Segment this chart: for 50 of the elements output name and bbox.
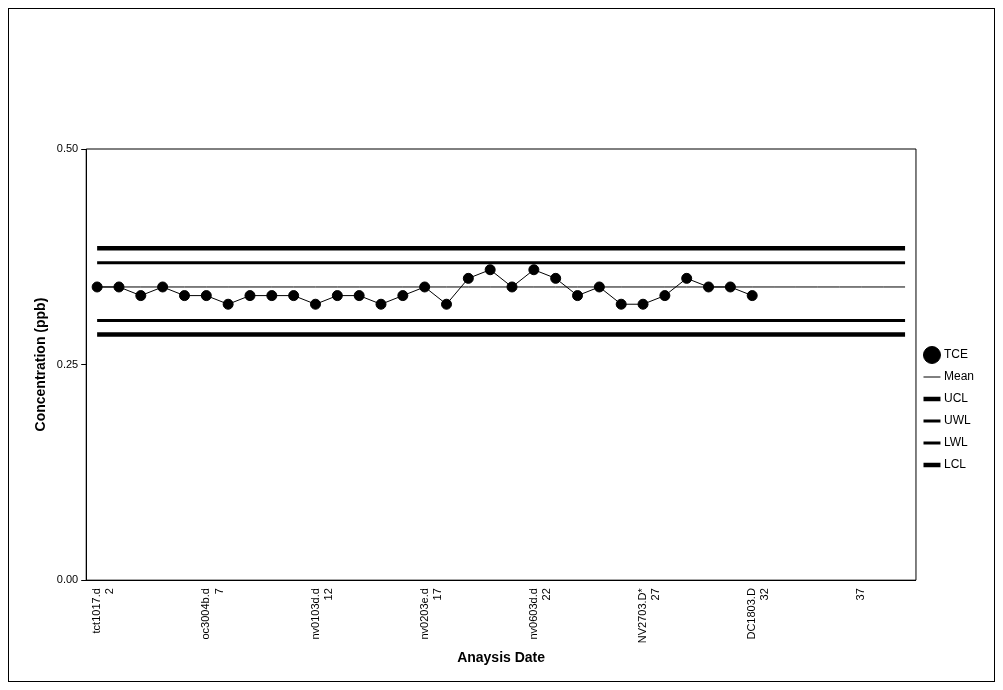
point <box>615 298 627 310</box>
point <box>462 272 474 284</box>
x-tick-label: tct1017.d 2 <box>90 588 116 634</box>
y-tick-label: 0.25 <box>56 357 79 370</box>
point <box>222 298 234 310</box>
point <box>178 290 190 302</box>
point <box>309 298 321 310</box>
point <box>113 281 125 293</box>
x-tick-label: oc3004b.d 7 <box>199 588 225 640</box>
point <box>572 290 584 302</box>
x-axis-title: Anaysis Date <box>457 649 546 666</box>
legend-label: Mean <box>943 369 975 384</box>
point <box>746 290 758 302</box>
legend-label: UCL <box>943 391 969 406</box>
x-tick-label: nv0103d.d 12 <box>308 588 334 640</box>
point <box>135 290 147 302</box>
point <box>375 298 387 310</box>
point <box>353 290 365 302</box>
point <box>681 272 693 284</box>
point <box>331 290 343 302</box>
legend-label: UWL <box>943 413 971 428</box>
point <box>157 281 169 293</box>
point <box>703 281 715 293</box>
x-tick-label: DC1803.D 32 <box>745 588 771 640</box>
point <box>266 290 278 302</box>
point <box>419 281 431 293</box>
point <box>200 290 212 302</box>
point <box>724 281 736 293</box>
point <box>484 264 496 276</box>
x-tick-label: nv0203e.d 17 <box>417 588 443 640</box>
point <box>397 290 409 302</box>
point <box>593 281 605 293</box>
legend-label: LWL <box>943 435 969 450</box>
point <box>528 264 540 276</box>
point <box>506 281 518 293</box>
y-tick-label: 0.00 <box>56 573 79 586</box>
point <box>637 298 649 310</box>
x-tick-label: NV2703.D* 27 <box>636 587 662 644</box>
legend-label: TCE <box>943 347 968 362</box>
point <box>659 290 671 302</box>
point <box>91 281 103 293</box>
point <box>441 298 453 310</box>
legend-label: LCL <box>943 457 967 472</box>
point <box>288 290 300 302</box>
y-axis-title: Concentration (ppb) <box>32 297 49 432</box>
x-tick-label: 37 <box>854 588 867 601</box>
point <box>550 272 562 284</box>
point <box>244 290 256 302</box>
x-tick-label: nv0603d.d 22 <box>526 588 553 640</box>
y-tick-label: 0.50 <box>56 142 79 155</box>
